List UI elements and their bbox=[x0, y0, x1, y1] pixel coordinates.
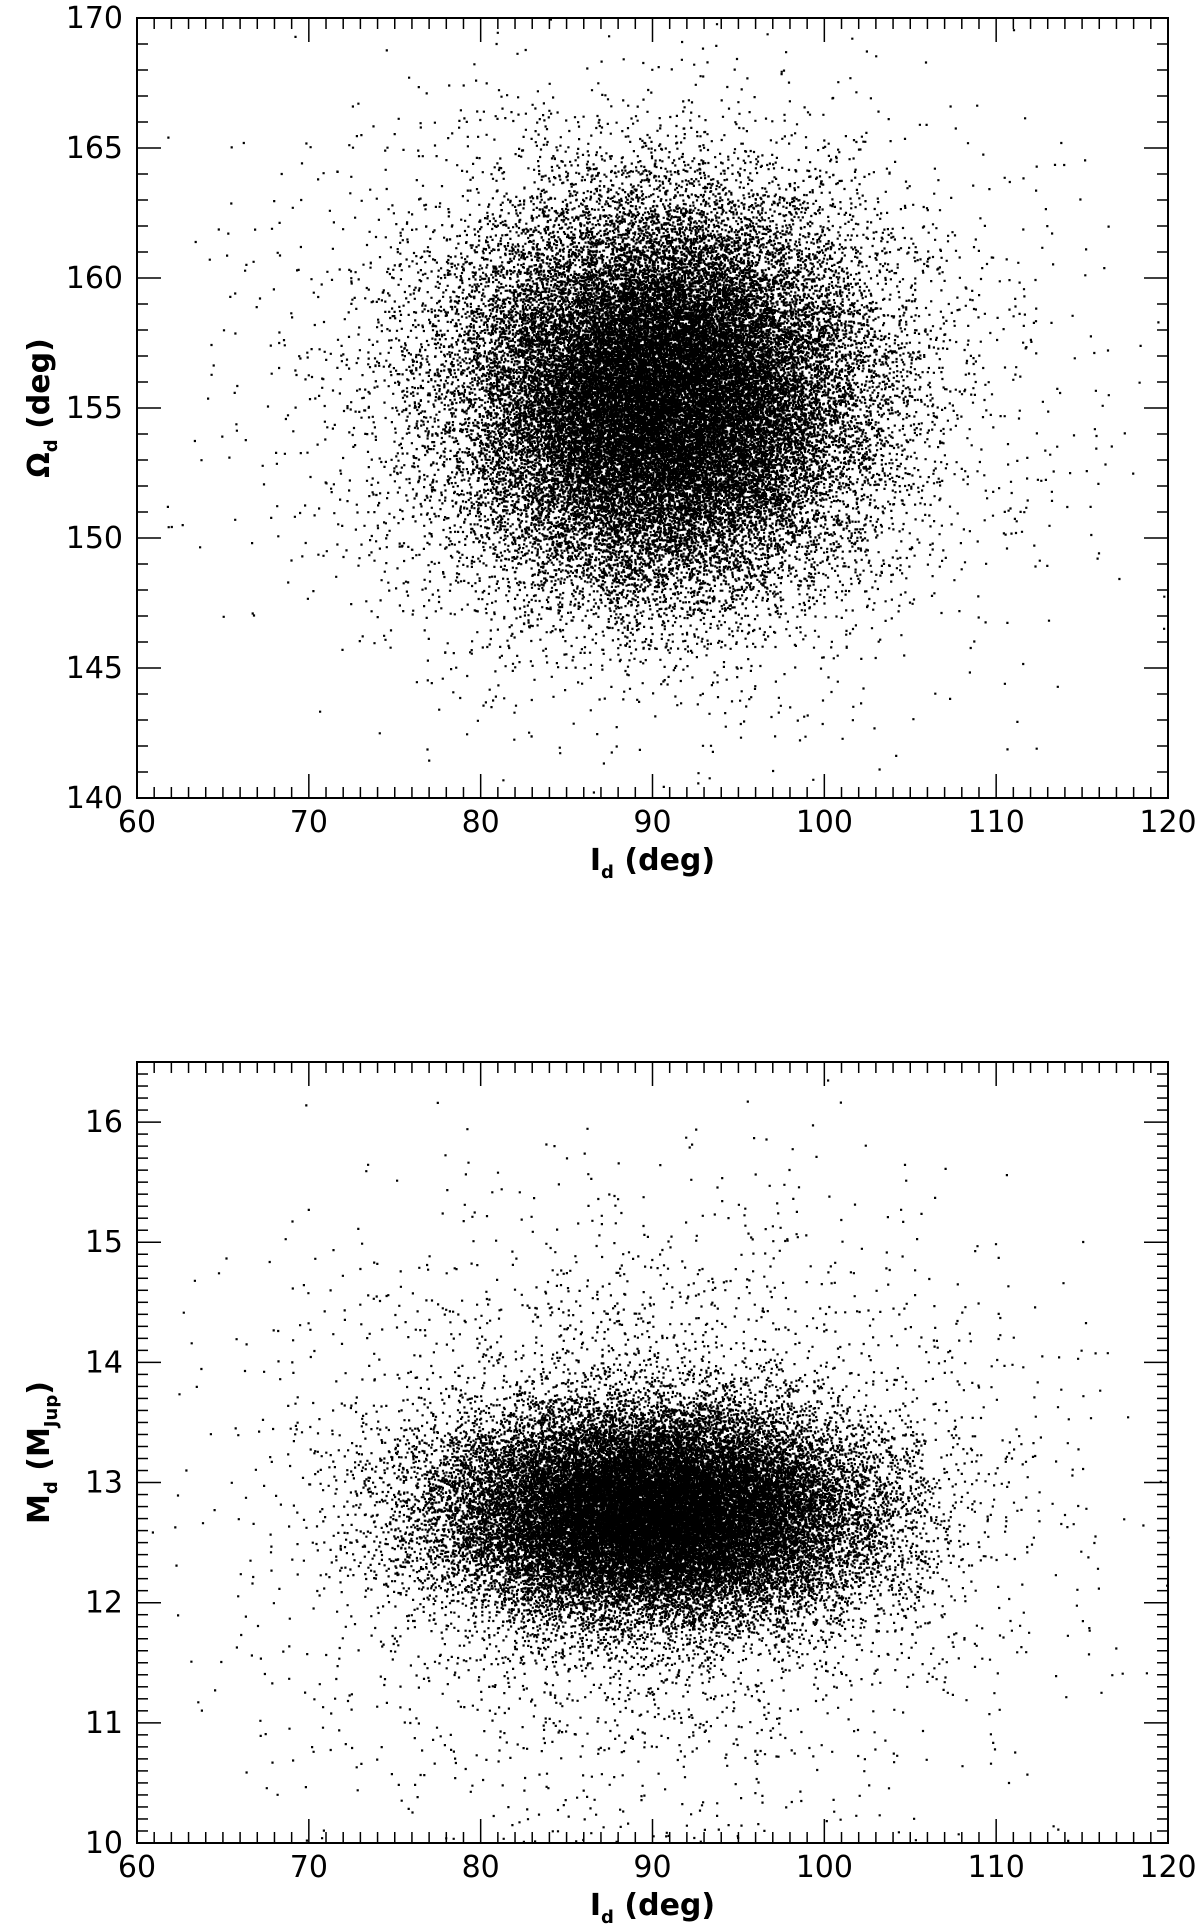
x-tick-label: 100 bbox=[796, 1850, 853, 1885]
y-axis-label: Ωd (deg) bbox=[22, 338, 62, 478]
y-tick-label: 150 bbox=[66, 521, 123, 556]
y-tick-label: 160 bbox=[66, 261, 123, 296]
scatter-marks bbox=[151, 1079, 1170, 1843]
y-axis-label-unit-end: ) bbox=[22, 1381, 57, 1395]
y-tick-label: 16 bbox=[85, 1105, 123, 1140]
x-tick-label: 70 bbox=[290, 805, 328, 840]
x-axis-label-main: I bbox=[590, 1888, 601, 1923]
panel-top-scatter: 60 70 80 90 100 110 120 140 145 150 155 160 165 170 Id… bbox=[22, 1, 1197, 883]
tick-marks bbox=[136, 17, 1169, 799]
x-tick-label: 100 bbox=[796, 805, 853, 840]
x-tick-label: 90 bbox=[633, 805, 671, 840]
x-tick-label: 110 bbox=[968, 805, 1025, 840]
x-tick-label: 80 bbox=[462, 1850, 500, 1885]
y-axis-label-unit: (deg) bbox=[22, 338, 57, 439]
x-tick-label: 120 bbox=[1139, 805, 1196, 840]
scatter-marks bbox=[166, 18, 1166, 794]
y-tick-label: 170 bbox=[66, 1, 123, 36]
tick-marks bbox=[136, 1061, 1169, 1844]
y-tick-label: 11 bbox=[85, 1706, 123, 1741]
y-axis-label-unit: (M bbox=[22, 1427, 57, 1481]
y-tick-label: 140 bbox=[66, 781, 123, 816]
y-axis-label: Md (MJup) bbox=[22, 1381, 62, 1524]
y-axis-label-main: M bbox=[22, 1494, 57, 1524]
x-axis-label-main: I bbox=[590, 843, 601, 878]
x-tick-label: 110 bbox=[968, 1850, 1025, 1885]
x-tick-label: 120 bbox=[1139, 1850, 1196, 1885]
y-tick-label: 13 bbox=[85, 1466, 123, 1501]
x-tick-label: 60 bbox=[118, 805, 156, 840]
x-tick-label: 60 bbox=[118, 1850, 156, 1885]
x-axis-label-sub: d bbox=[601, 1907, 614, 1925]
scatter-points bbox=[166, 18, 1166, 794]
y-axis-label-sub: d bbox=[41, 439, 62, 452]
y-tick-label: 10 bbox=[85, 1826, 123, 1861]
panel-bottom-scatter: 60 70 80 90 100 110 120 10 11 12 13 14 15 16 Id (deg) M… bbox=[22, 1061, 1197, 1925]
x-tick-label: 80 bbox=[462, 805, 500, 840]
x-axis-label-sub: d bbox=[601, 862, 614, 883]
y-tick-label: 145 bbox=[66, 651, 123, 686]
x-axis-label-unit: (deg) bbox=[614, 1888, 715, 1923]
x-axis-label-unit: (deg) bbox=[614, 843, 715, 878]
x-axis-label: Id (deg) bbox=[590, 843, 715, 883]
y-axis-label-sub: d bbox=[41, 1481, 62, 1494]
y-tick-label: 12 bbox=[85, 1586, 123, 1621]
y-tick-label: 14 bbox=[85, 1345, 123, 1380]
scatter-points bbox=[151, 1079, 1170, 1843]
x-tick-label: 90 bbox=[633, 1850, 671, 1885]
y-axis-label-main: Ω bbox=[22, 452, 57, 478]
y-tick-label: 155 bbox=[66, 391, 123, 426]
y-axis-label-unit-sub: Jup bbox=[41, 1395, 62, 1430]
y-tick-label: 165 bbox=[66, 131, 123, 166]
y-tick-label: 15 bbox=[85, 1225, 123, 1260]
x-tick-label: 70 bbox=[290, 1850, 328, 1885]
x-axis-label: Id (deg) bbox=[590, 1888, 715, 1925]
